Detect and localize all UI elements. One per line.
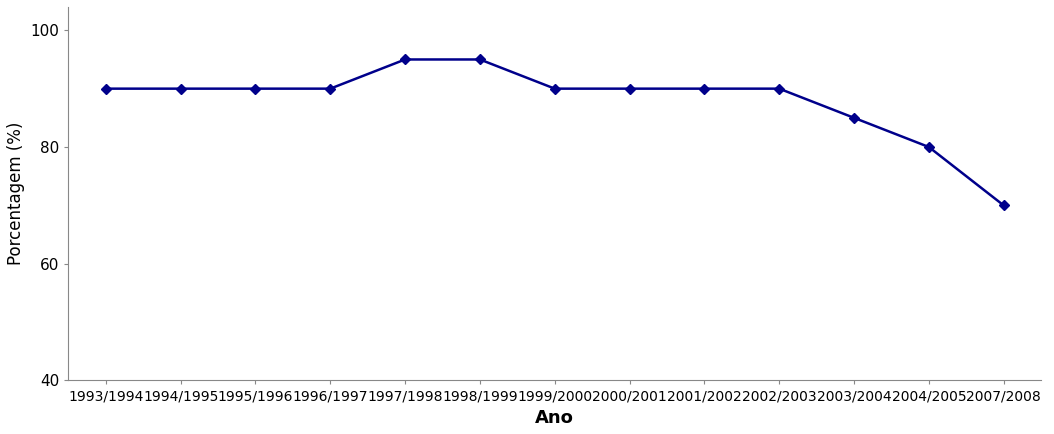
X-axis label: Ano: Ano (535, 409, 574, 427)
Y-axis label: Porcentagem (%): Porcentagem (%) (7, 122, 25, 266)
